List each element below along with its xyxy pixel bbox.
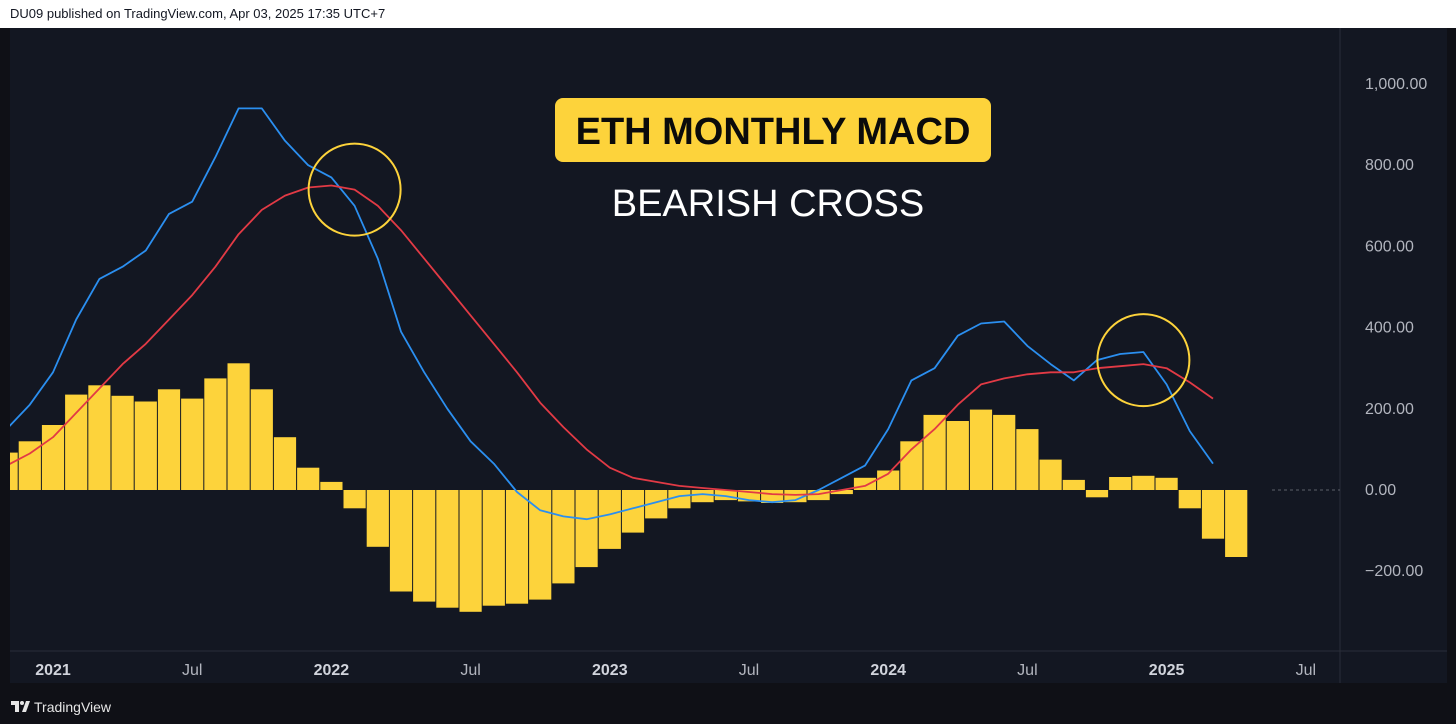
histogram-bar: [923, 414, 946, 490]
histogram-bar: [389, 490, 413, 592]
histogram-bar: [134, 401, 157, 490]
histogram-bar: [459, 490, 482, 612]
histogram-bar: [1109, 477, 1132, 490]
histogram-bar: [668, 490, 691, 509]
histogram-bar: [482, 490, 505, 606]
histogram-bar: [969, 409, 993, 490]
annotation-circle: [307, 142, 402, 237]
publish-info-text: DU09 published on TradingView.com, Apr 0…: [10, 6, 386, 21]
histogram-bar: [436, 490, 459, 608]
y-tick-label: 0.00: [1365, 482, 1396, 499]
x-tick-label: 2023: [592, 662, 628, 679]
histogram-bar: [181, 398, 204, 490]
histogram-bar: [946, 421, 969, 490]
histogram-bar: [737, 490, 761, 502]
axes: 1,000.00 800.00 600.00 400.00 200.00 0.00 −200…: [35, 76, 1427, 679]
histogram-bar: [830, 490, 853, 495]
histogram-bar: [1201, 490, 1225, 539]
histogram-bar: [1016, 429, 1039, 490]
histogram-bar: [645, 490, 668, 519]
histogram-bars: [0, 363, 1248, 612]
macd-lines: [0, 107, 1214, 521]
histogram-bar: [552, 490, 575, 584]
histogram-bar: [784, 490, 807, 503]
histogram-bar: [157, 389, 181, 490]
histogram-bar: [227, 363, 250, 490]
tradingview-logo-icon[interactable]: [10, 698, 30, 716]
y-tick-label: −200.00: [1365, 563, 1423, 580]
histogram-bar: [273, 437, 297, 490]
x-tick-label: Jul: [182, 662, 202, 679]
histogram-bar: [320, 481, 343, 490]
histogram-bar: [366, 490, 389, 547]
histogram-bar: [1155, 477, 1178, 490]
annotation-circle: [1096, 313, 1191, 408]
macd-line: [0, 107, 1214, 521]
chart-panel[interactable]: 1,000.00 800.00 600.00 400.00 200.00 0.00 −200…: [0, 28, 1447, 683]
footer-brand[interactable]: TradingView: [34, 699, 112, 715]
chart-subtitle: BEARISH CROSS: [612, 183, 925, 225]
histogram-bar: [575, 490, 598, 568]
x-tick-label: Jul: [739, 662, 759, 679]
histogram-bar: [993, 414, 1016, 490]
histogram-bar: [250, 389, 273, 490]
histogram-bar: [1062, 479, 1085, 490]
histogram-bar: [297, 467, 320, 490]
histogram-bar: [1039, 459, 1062, 490]
title-group: ETH MONTHLY MACD BEARISH CROSS: [555, 98, 991, 225]
annotations: [307, 142, 1191, 408]
x-tick-label: 2025: [1149, 662, 1185, 679]
y-tick-label: 200.00: [1365, 401, 1414, 418]
histogram-bar: [18, 441, 41, 490]
histogram-bar: [505, 490, 529, 604]
histogram-bar: [204, 378, 227, 490]
histogram-bar: [714, 490, 737, 501]
signal-line: [0, 184, 1214, 496]
x-tick-label: 2021: [35, 662, 71, 679]
macd-chart[interactable]: 1,000.00 800.00 600.00 400.00 200.00 0.00 −200…: [0, 28, 1447, 683]
histogram-bar: [621, 490, 645, 533]
x-tick-label: Jul: [1296, 662, 1316, 679]
title-box: [555, 98, 991, 162]
footer: TradingView: [0, 690, 1456, 724]
histogram-bar: [1225, 490, 1248, 557]
histogram-bar: [900, 441, 923, 490]
histogram-bar: [88, 385, 111, 490]
histogram-bar: [807, 490, 830, 501]
y-tick-label: 800.00: [1365, 157, 1414, 174]
histogram-bar: [41, 425, 65, 490]
x-tick-label: Jul: [460, 662, 480, 679]
histogram-bar: [413, 490, 436, 602]
histogram-bar: [598, 490, 621, 549]
histogram-bar: [65, 394, 88, 490]
histogram-bar: [0, 452, 18, 490]
histogram-bar: [343, 490, 366, 509]
x-tick-label: Jul: [1017, 662, 1037, 679]
histogram-bar: [1132, 475, 1155, 490]
histogram-bar: [877, 470, 900, 490]
y-tick-label: 1,000.00: [1365, 76, 1427, 93]
y-tick-label: 600.00: [1365, 238, 1414, 255]
histogram-bar: [1085, 490, 1109, 498]
x-tick-label: 2022: [314, 662, 350, 679]
chart-title: ETH MONTHLY MACD: [576, 111, 971, 153]
histogram-bar: [529, 490, 552, 600]
histogram-bar: [691, 490, 714, 503]
histogram-bar: [111, 395, 134, 490]
publish-header: DU09 published on TradingView.com, Apr 0…: [0, 0, 1456, 28]
histogram-bar: [1178, 490, 1201, 509]
x-tick-label: 2024: [870, 662, 906, 679]
y-tick-label: 400.00: [1365, 320, 1414, 337]
